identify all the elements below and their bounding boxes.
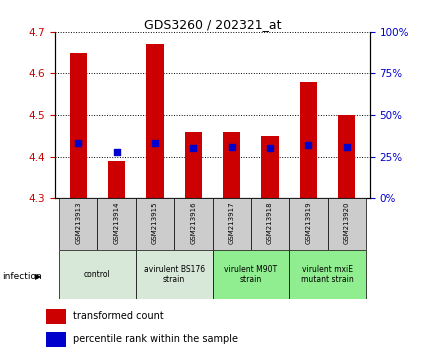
Bar <box>289 250 366 299</box>
Bar <box>174 198 212 250</box>
Text: avirulent BS176
strain: avirulent BS176 strain <box>144 265 205 284</box>
Bar <box>223 132 240 198</box>
Bar <box>46 309 66 324</box>
Point <box>152 141 159 146</box>
Bar <box>136 250 212 299</box>
Point <box>266 145 273 151</box>
Bar <box>185 132 202 198</box>
Bar <box>46 332 66 347</box>
Bar <box>251 198 289 250</box>
Bar <box>300 82 317 198</box>
Text: transformed count: transformed count <box>73 312 164 321</box>
Point <box>343 144 350 149</box>
Text: GSM213915: GSM213915 <box>152 202 158 244</box>
Text: ▶: ▶ <box>35 272 41 281</box>
Title: GDS3260 / 202321_at: GDS3260 / 202321_at <box>144 18 281 31</box>
Point <box>113 149 120 154</box>
Bar <box>146 44 164 198</box>
Text: GSM213914: GSM213914 <box>113 202 119 244</box>
Text: GSM213919: GSM213919 <box>306 201 312 244</box>
Text: GSM213918: GSM213918 <box>267 201 273 244</box>
Bar <box>338 115 355 198</box>
Text: GSM213916: GSM213916 <box>190 201 196 244</box>
Bar <box>289 198 328 250</box>
Text: percentile rank within the sample: percentile rank within the sample <box>73 335 238 344</box>
Point <box>305 142 312 148</box>
Text: GSM213913: GSM213913 <box>75 201 81 244</box>
Point <box>190 145 197 151</box>
Text: virulent M90T
strain: virulent M90T strain <box>224 265 278 284</box>
Bar <box>70 53 87 198</box>
Text: control: control <box>84 270 111 279</box>
Bar <box>59 250 136 299</box>
Bar <box>328 198 366 250</box>
Bar <box>212 198 251 250</box>
Text: GSM213920: GSM213920 <box>344 202 350 244</box>
Text: GSM213917: GSM213917 <box>229 201 235 244</box>
Bar <box>212 250 289 299</box>
Bar <box>261 136 279 198</box>
Bar <box>136 198 174 250</box>
Point <box>75 141 82 146</box>
Text: infection: infection <box>2 272 42 281</box>
Bar <box>97 198 136 250</box>
Bar <box>108 161 125 198</box>
Text: virulent mxiE
mutant strain: virulent mxiE mutant strain <box>301 265 354 284</box>
Point <box>228 144 235 149</box>
Bar <box>59 198 97 250</box>
